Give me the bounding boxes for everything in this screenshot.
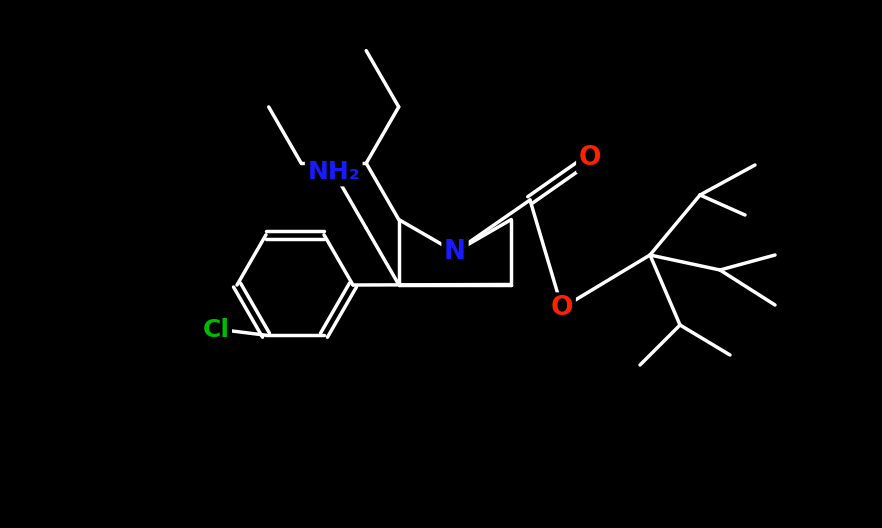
Text: O: O: [579, 145, 602, 171]
Text: NH₂: NH₂: [307, 160, 360, 184]
Text: Cl: Cl: [203, 318, 229, 342]
Text: O: O: [550, 295, 573, 321]
Text: N: N: [444, 239, 466, 265]
